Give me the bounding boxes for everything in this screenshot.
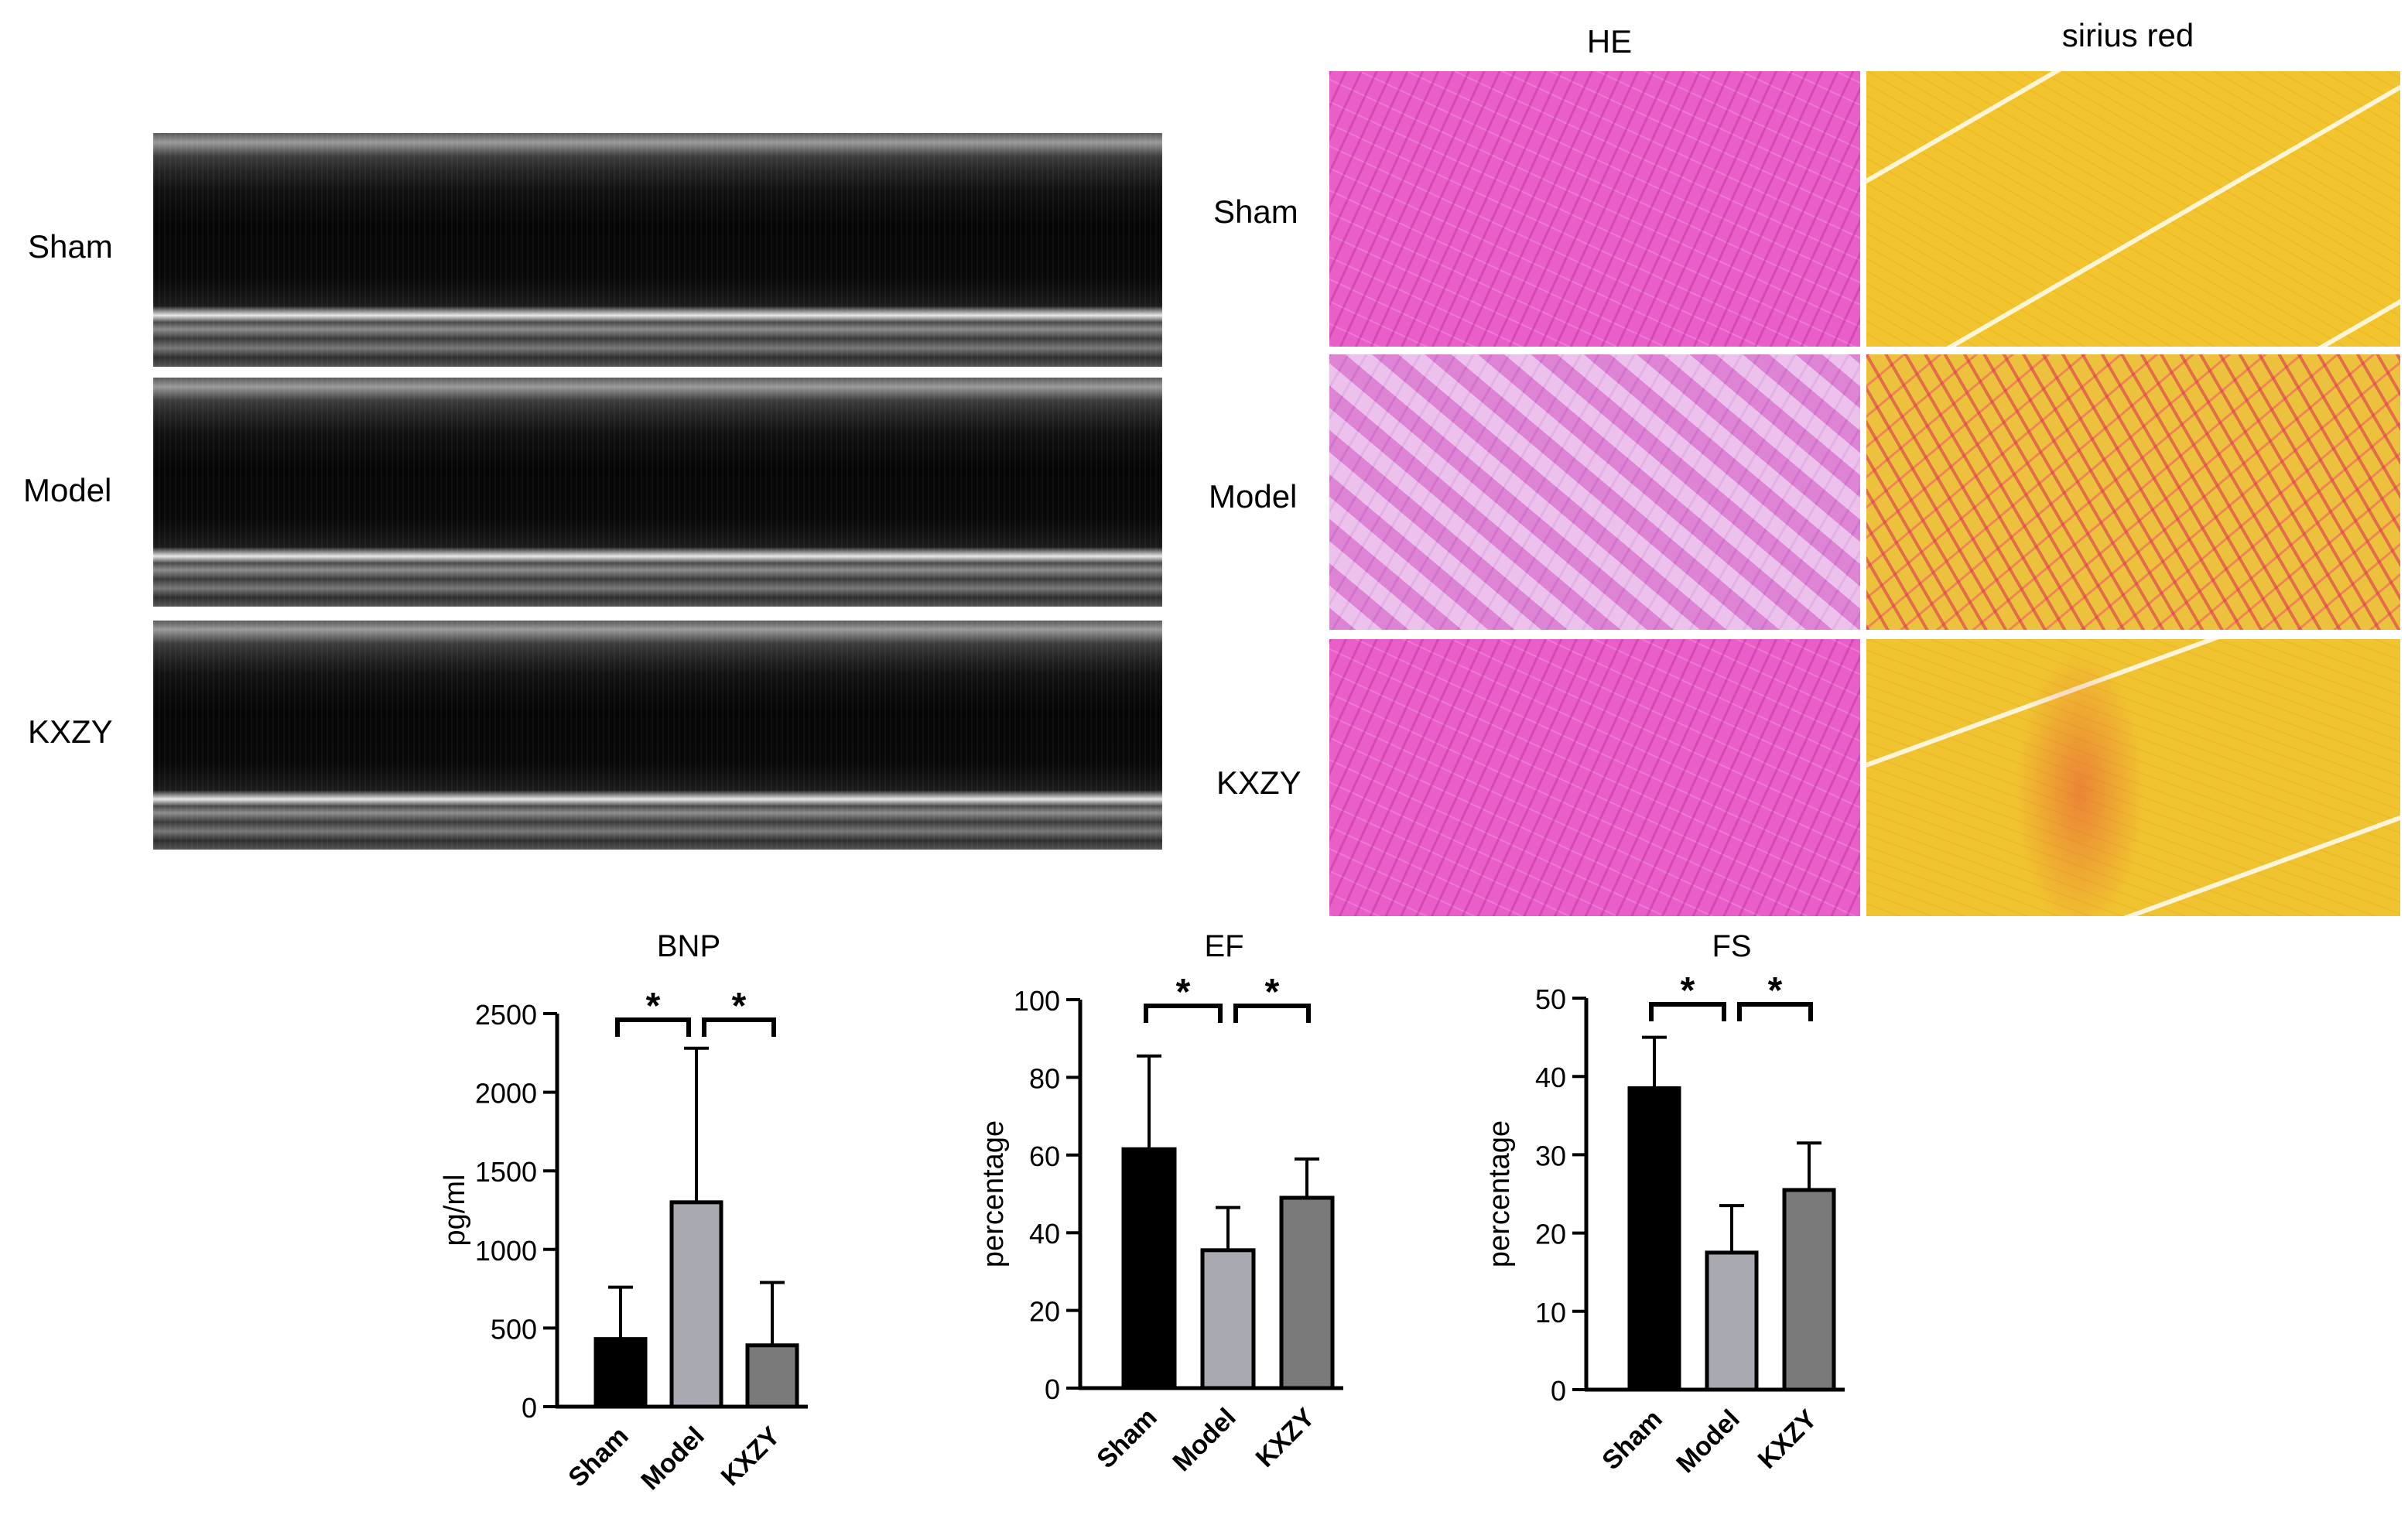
he-image-model bbox=[1329, 354, 1860, 630]
bnp-bar-sham bbox=[593, 1337, 648, 1409]
histology-column-he: HE bbox=[1586, 23, 1633, 60]
ef-x-tick-label-sham: Sham bbox=[1091, 1403, 1162, 1474]
bnp-x-tick-label-sham: Sham bbox=[563, 1421, 634, 1493]
ef-y-tick-label-0: 0 bbox=[1045, 1373, 1060, 1405]
bnp-y-tick-label-1: 500 bbox=[491, 1313, 537, 1345]
echo-row-label-sham: Sham bbox=[28, 228, 113, 265]
bnp-x-tick-label-model: Model bbox=[635, 1421, 710, 1496]
bnp-significance-star-0: * bbox=[646, 986, 661, 1027]
ef-y-tick-label-3: 60 bbox=[1029, 1141, 1060, 1172]
bnp-y-tick-label-0: 0 bbox=[522, 1392, 537, 1424]
ef-significance-star-0: * bbox=[1176, 972, 1191, 1013]
bnp-bar-kxzy bbox=[745, 1343, 799, 1409]
sirius-red-image-kxzy bbox=[1866, 639, 2400, 916]
ef-x-tick-label-model: Model bbox=[1167, 1403, 1241, 1477]
fs-significance-star-0: * bbox=[1681, 970, 1695, 1011]
echo-image-kxzy bbox=[153, 621, 1162, 850]
ef-title: EF bbox=[1204, 929, 1243, 963]
bnp-significance-bracket-0 bbox=[615, 1017, 691, 1037]
bnp-y-label: pg/ml bbox=[439, 1175, 471, 1247]
bnp-significance-bracket-1 bbox=[702, 1017, 776, 1037]
ef-y-tick-label-4: 80 bbox=[1029, 1062, 1060, 1094]
ef-significance-star-1: * bbox=[1265, 972, 1280, 1013]
he-image-kxzy bbox=[1329, 639, 1860, 916]
echo-image-model bbox=[153, 378, 1162, 607]
fs-bar-model bbox=[1705, 1250, 1759, 1392]
fs-x-tick-label-kxzy: KXZY bbox=[1753, 1404, 1823, 1475]
ef-bar-sham bbox=[1121, 1147, 1177, 1390]
fs-y-tick-label-0: 0 bbox=[1551, 1375, 1566, 1407]
ef-bar-kxzy bbox=[1279, 1195, 1335, 1390]
histology-row-label-kxzy: KXZY bbox=[1216, 764, 1301, 801]
fs-significance-bracket-0 bbox=[1649, 1002, 1726, 1021]
fs-y-tick-label-5: 50 bbox=[1535, 983, 1566, 1015]
fs-title: FS bbox=[1712, 929, 1751, 963]
bnp-y-tick-label-2: 1000 bbox=[475, 1235, 537, 1267]
ef-y-tick-label-1: 20 bbox=[1029, 1296, 1060, 1328]
fs-significance-star-1: * bbox=[1768, 970, 1783, 1011]
fs-y-tick-label-3: 30 bbox=[1535, 1140, 1566, 1171]
ef-bar-model bbox=[1200, 1248, 1256, 1390]
fs-y-tick-label-1: 10 bbox=[1535, 1297, 1566, 1329]
sirius-red-image-sham bbox=[1866, 71, 2400, 347]
fs-bar-sham bbox=[1627, 1086, 1681, 1392]
ef-y-tick-label-2: 40 bbox=[1029, 1218, 1060, 1250]
fs-bar-kxzy bbox=[1782, 1188, 1836, 1392]
bnp-title: BNP bbox=[657, 929, 720, 963]
fs-y-label: percentage bbox=[1483, 1120, 1516, 1267]
ef-x-tick-label-kxzy: KXZY bbox=[1250, 1403, 1321, 1473]
bnp-x-tick-label-kxzy: KXZY bbox=[716, 1421, 786, 1492]
bnp-bar-model bbox=[669, 1200, 723, 1409]
histology-row-label-model: Model bbox=[1209, 478, 1298, 515]
fs-y-tick-label-2: 20 bbox=[1535, 1219, 1566, 1250]
fs-significance-bracket-1 bbox=[1737, 1002, 1813, 1021]
fs-x-tick-label-model: Model bbox=[1671, 1404, 1745, 1479]
he-image-sham bbox=[1329, 71, 1860, 347]
histology-column-sirius-red: sirius red bbox=[2061, 17, 2194, 53]
ef-significance-bracket-0 bbox=[1144, 1004, 1223, 1023]
ef-y-label: percentage bbox=[977, 1120, 1010, 1267]
echo-row-label-model: Model bbox=[23, 472, 112, 508]
bnp-significance-star-1: * bbox=[732, 986, 747, 1027]
echo-image-sham bbox=[153, 133, 1162, 367]
ef-significance-bracket-1 bbox=[1233, 1004, 1311, 1023]
sirius-red-image-model bbox=[1866, 354, 2400, 630]
bnp-y-tick-label-5: 2500 bbox=[475, 999, 537, 1031]
bnp-y-tick-label-3: 1500 bbox=[475, 1156, 537, 1188]
fs-x-tick-label-sham: Sham bbox=[1596, 1404, 1667, 1476]
histology-row-label-sham: Sham bbox=[1213, 193, 1298, 230]
echo-row-label-kxzy: KXZY bbox=[28, 713, 113, 750]
ef-y-tick-label-5: 100 bbox=[1014, 985, 1060, 1017]
bnp-y-tick-label-4: 2000 bbox=[475, 1078, 537, 1110]
fs-y-tick-label-4: 40 bbox=[1535, 1062, 1566, 1093]
